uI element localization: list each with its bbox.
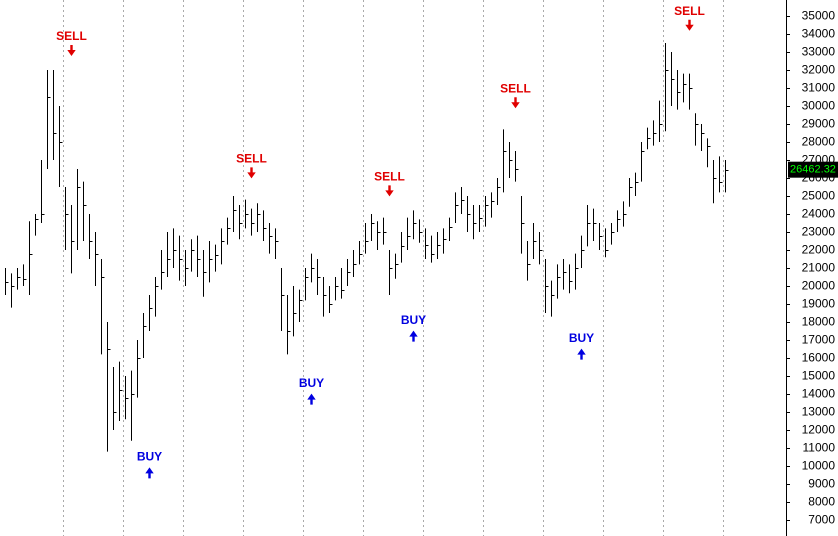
- y-tick-label: 20000: [802, 279, 836, 293]
- signal-label: BUY: [401, 313, 426, 327]
- y-tick-label: 16000: [802, 351, 836, 365]
- signal-label: SELL: [674, 4, 705, 18]
- y-tick-label: 21000: [802, 261, 836, 275]
- y-tick-label: 12000: [802, 423, 836, 437]
- y-tick-label: 7000: [808, 513, 835, 527]
- y-tick-label: 33000: [802, 45, 836, 59]
- signal-arrow: [409, 330, 418, 342]
- y-tick-label: 15000: [802, 369, 836, 383]
- y-tick-label: 31000: [802, 81, 836, 95]
- y-tick-label: 22000: [802, 243, 836, 257]
- signal-arrow: [511, 97, 520, 109]
- y-tick-label: 32000: [802, 63, 836, 77]
- y-tick-label: 14000: [802, 387, 836, 401]
- y-tick-label: 13000: [802, 405, 836, 419]
- signal-label: SELL: [236, 152, 267, 166]
- signal-label: BUY: [569, 331, 594, 345]
- y-tick-label: 24000: [802, 207, 836, 221]
- signal-label: SELL: [500, 81, 531, 95]
- signal-arrow: [247, 167, 256, 179]
- y-tick-label: 34000: [802, 27, 836, 41]
- y-tick-label: 10000: [802, 459, 836, 473]
- signal-arrow: [385, 185, 394, 197]
- last-price-label: 26462.32: [790, 164, 836, 176]
- signal-label: SELL: [374, 170, 405, 184]
- signal-label: BUY: [299, 376, 324, 390]
- signal-arrow: [145, 467, 154, 479]
- y-tick-label: 23000: [802, 225, 836, 239]
- y-tick-label: 9000: [808, 477, 835, 491]
- signal-arrow: [685, 19, 694, 31]
- y-tick-label: 35000: [802, 9, 836, 23]
- y-tick-label: 25000: [802, 189, 836, 203]
- y-tick-label: 30000: [802, 99, 836, 113]
- signal-label: BUY: [137, 450, 162, 464]
- signal-arrow: [577, 348, 586, 360]
- y-tick-label: 28000: [802, 135, 836, 149]
- y-tick-label: 18000: [802, 315, 836, 329]
- signal-arrow: [307, 393, 316, 405]
- signal-label: SELL: [56, 29, 87, 43]
- y-tick-label: 19000: [802, 297, 836, 311]
- y-tick-label: 17000: [802, 333, 836, 347]
- last-price-box: [788, 161, 838, 178]
- y-tick-label: 8000: [808, 495, 835, 509]
- y-tick-label: 11000: [803, 441, 836, 455]
- signal-arrow: [67, 45, 76, 57]
- y-tick-label: 29000: [802, 117, 836, 131]
